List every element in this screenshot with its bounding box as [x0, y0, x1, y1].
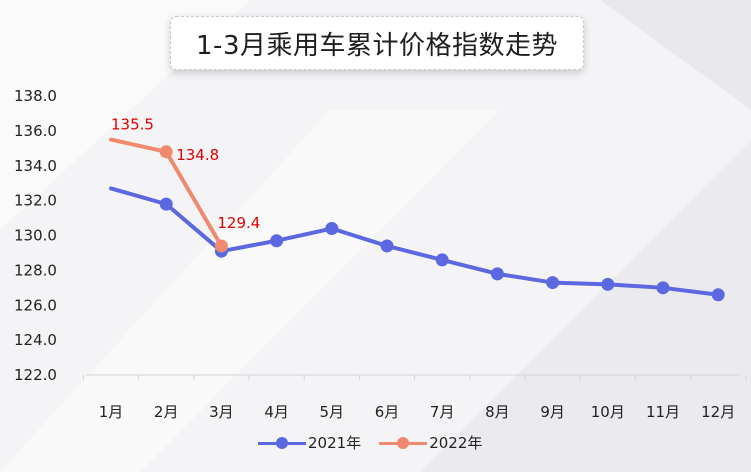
series-layer — [109, 137, 725, 302]
legend-label-2021: 2021年 — [308, 434, 362, 452]
chart-title-box: 1-3月乘用车累计价格指数走势 — [170, 16, 584, 70]
data-point — [270, 234, 284, 248]
x-tick-label: 4月 — [264, 403, 289, 421]
x-tick-label: 1月 — [99, 403, 124, 421]
x-tick-label: 7月 — [430, 403, 455, 421]
legend-item-2022: 2022年 — [379, 432, 482, 453]
legend: 2021年 2022年 — [258, 432, 482, 453]
x-axis-labels: 1月 2月 3月 4月 5月 6月 7月 8月 9月 10月 11月 12月 — [99, 403, 736, 421]
data-point — [711, 288, 725, 302]
chart-title: 1-3月乘用车累计价格指数走势 — [196, 30, 558, 61]
x-tick-label: 3月 — [209, 403, 234, 421]
y-tick-label: 122.0 — [14, 366, 57, 384]
data-label: 134.8 — [176, 146, 219, 164]
x-tick-label: 6月 — [375, 403, 400, 421]
data-point — [546, 276, 560, 290]
data-point — [601, 277, 615, 291]
y-tick-label: 132.0 — [14, 192, 57, 210]
x-tick-label: 2月 — [154, 403, 179, 421]
y-tick-label: 126.0 — [14, 296, 57, 314]
x-tick-label: 8月 — [485, 403, 510, 421]
legend-label-2022: 2022年 — [429, 434, 483, 452]
x-axis-ticks — [82, 375, 747, 380]
data-point — [490, 267, 504, 281]
y-tick-label: 124.0 — [14, 331, 57, 349]
x-tick-label: 12月 — [701, 403, 735, 421]
y-tick-label: 130.0 — [14, 227, 57, 245]
data-point — [159, 197, 173, 211]
data-point — [214, 239, 228, 253]
y-tick-label: 138.0 — [14, 87, 57, 105]
y-tick-label: 134.0 — [14, 157, 57, 175]
data-point — [380, 239, 394, 253]
data-point — [159, 145, 173, 159]
data-label: 135.5 — [111, 116, 154, 134]
legend-marker-2022 — [379, 436, 428, 450]
legend-item-2021: 2021年 — [258, 432, 361, 453]
y-tick-label: 136.0 — [14, 122, 57, 140]
y-axis-labels: 122.0 124.0 126.0 128.0 130.0 132.0 134.0 136.0… — [14, 87, 57, 384]
data-labels: 135.5 134.8 129.4 — [111, 116, 260, 232]
data-label: 129.4 — [217, 214, 260, 232]
x-tick-label: 10月 — [591, 403, 625, 421]
x-tick-label: 9月 — [540, 403, 565, 421]
legend-marker-2021 — [258, 436, 306, 450]
data-point — [656, 281, 670, 295]
y-tick-label: 128.0 — [14, 261, 57, 279]
x-tick-label: 5月 — [320, 403, 345, 421]
data-point — [325, 222, 339, 236]
series-line-0 — [109, 186, 721, 297]
data-point — [435, 253, 449, 267]
x-tick-label: 11月 — [646, 403, 680, 421]
